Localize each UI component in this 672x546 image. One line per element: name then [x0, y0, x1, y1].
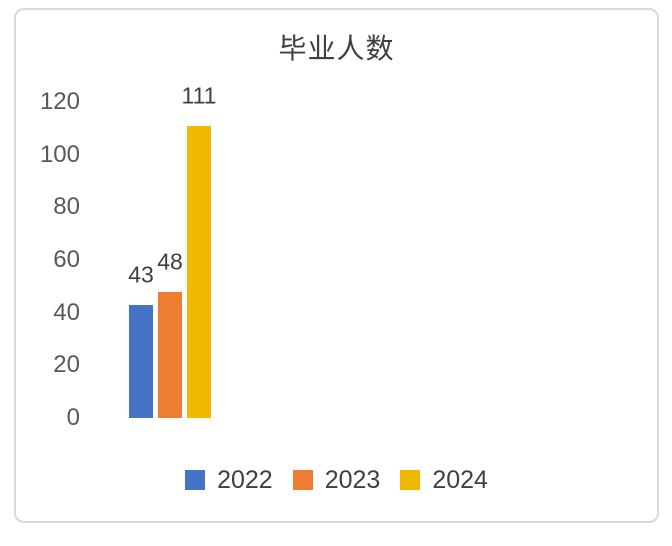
legend-label: 2022	[217, 466, 273, 494]
chart-title: 毕业人数	[278, 34, 395, 65]
y-axis-tick-label: 100	[39, 140, 80, 168]
legend-swatch-2024	[400, 470, 421, 490]
chart-area: 毕业人数 0 20 40 60 80 100 120 43 48 111 2022 2023 2024	[14, 8, 659, 523]
legend-item-2022: 2022	[185, 466, 273, 494]
legend-item-2023: 2023	[292, 466, 381, 494]
legend-label: 2023	[324, 466, 381, 494]
data-label-2022: 43	[128, 261, 154, 288]
y-axis-tick-label: 60	[53, 246, 80, 273]
y-axis-tick-label: 20	[53, 351, 80, 379]
y-axis-tick-label: 0	[66, 404, 80, 431]
bar-2023	[158, 291, 182, 418]
plot-area: 0 20 40 60 80 100 120 43 48 111	[16, 10, 657, 521]
legend-label: 2024	[432, 466, 488, 494]
y-axis-tick-label: 120	[39, 88, 80, 115]
legend-swatch-2022	[185, 470, 206, 490]
y-axis-tick-label: 80	[53, 193, 80, 221]
legend-swatch-2023	[292, 470, 313, 490]
data-label-2024: 111	[181, 82, 217, 109]
data-label-2023: 48	[157, 248, 183, 275]
bar-2022	[129, 304, 153, 418]
legend-item-2024: 2024	[400, 466, 488, 494]
legend: 2022 2023 2024	[16, 466, 657, 494]
y-axis-tick-label: 40	[53, 298, 80, 326]
bar-2024	[187, 125, 211, 418]
